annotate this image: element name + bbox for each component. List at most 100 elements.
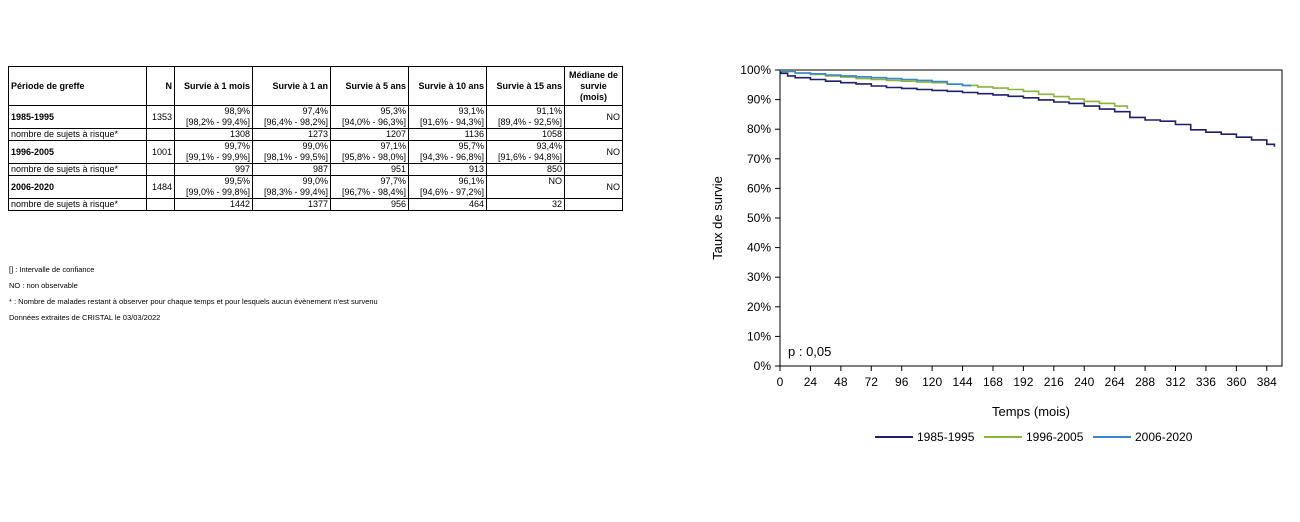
survival-value: 98,9% (224, 106, 250, 116)
p-value-annotation: p : 0,05 (788, 344, 831, 359)
at-risk-row: nombre de sujets à risque* 997 987 951 913 85… (8, 163, 623, 176)
survival-cell: 99,7% [99,1% - 99,9%] (174, 140, 253, 164)
x-tick-label: 240 (1074, 375, 1094, 389)
survival-value: 99,0% (302, 176, 328, 186)
x-tick-label: 168 (983, 375, 1003, 389)
survival-value: 93,4% (536, 141, 562, 151)
empty-cell (564, 128, 623, 141)
x-tick-label: 144 (953, 375, 973, 389)
x-tick-label: 264 (1105, 375, 1125, 389)
x-tick-label: 216 (1044, 375, 1064, 389)
table-row: 2006-2020 1484 99,5% [99,0% - 99,8%] 99,0% [9… (8, 175, 623, 199)
y-tick-label: 20% (747, 300, 771, 314)
survival-chart: 0% 10% 20% 30% 40% 50% 60% 70% 80% 90% 100% 0 24 48 7… (710, 63, 1283, 444)
table-notes: [] : Intervalle de confiance NO : non ob… (9, 264, 378, 328)
survival-cell: 97,7% [96,7% - 98,4%] (330, 175, 409, 199)
confidence-interval: [94,3% - 96,8%] (419, 152, 484, 162)
header-15-years: Survie à 15 ans (486, 66, 565, 106)
confidence-interval: [98,2% - 99,4%] (185, 117, 250, 127)
legend-label: 1996-2005 (1026, 430, 1084, 444)
series-line-2006-2020 (780, 69, 971, 87)
median-cell: NO (564, 175, 623, 199)
at-risk-row: nombre de sujets à risque* 1442 1377 956 464… (8, 198, 623, 211)
x-tick-label: 72 (865, 375, 879, 389)
confidence-interval (489, 187, 562, 198)
table-row: 1996-2005 1001 99,7% [99,1% - 99,9%] 99,0% [9… (8, 140, 623, 164)
survival-value: 97,7% (380, 176, 406, 186)
y-tick-label: 60% (747, 181, 771, 195)
empty-cell (146, 163, 175, 176)
empty-cell (564, 163, 623, 176)
at-risk-cell: 913 (408, 163, 487, 176)
survival-cell: 99,0% [98,3% - 99,4%] (252, 175, 331, 199)
at-risk-cell: 987 (252, 163, 331, 176)
y-tick-label: 80% (747, 122, 771, 136)
y-tick-label: 100% (740, 63, 771, 77)
empty-cell (146, 198, 175, 211)
survival-value: 93,1% (458, 106, 484, 116)
x-tick-label: 120 (922, 375, 942, 389)
note-ci: [] : Intervalle de confiance (9, 265, 95, 274)
empty-cell (146, 128, 175, 141)
plot-area-frame (779, 69, 1283, 367)
table-header-row: Période de greffe N Survie à 1 mois Surv… (8, 66, 623, 106)
at-risk-label: nombre de sujets à risque* (8, 163, 147, 176)
legend-label: 2006-2020 (1135, 430, 1193, 444)
survival-cell: 97,1% [95,8% - 98,0%] (330, 140, 409, 164)
confidence-interval: [95,8% - 98,0%] (341, 152, 406, 162)
median-cell: NO (564, 140, 623, 164)
legend-label: 1985-1995 (917, 430, 975, 444)
x-axis-label: Temps (mois) (992, 404, 1070, 419)
x-tick-label: 288 (1135, 375, 1155, 389)
x-tick-label: 0 (777, 375, 784, 389)
survival-cell: 91,1% [89,4% - 92,5%] (486, 105, 565, 129)
confidence-interval: [96,7% - 98,4%] (341, 187, 406, 197)
confidence-interval: [91,6% - 94,3%] (419, 117, 484, 127)
y-tick-label: 30% (747, 270, 771, 284)
at-risk-cell: 464 (408, 198, 487, 211)
survival-value: NO (548, 176, 563, 186)
at-risk-cell: 1207 (330, 128, 409, 141)
period-cell: 1985-1995 (8, 105, 147, 129)
confidence-interval: [99,0% - 99,8%] (185, 187, 250, 197)
survival-value: 99,7% (224, 141, 250, 151)
confidence-interval: [98,1% - 99,5%] (263, 152, 328, 162)
x-tick-label: 336 (1196, 375, 1216, 389)
n-cell: 1353 (146, 105, 175, 129)
at-risk-label: nombre de sujets à risque* (8, 198, 147, 211)
period-cell: 1996-2005 (8, 140, 147, 164)
y-tick-label: 40% (747, 241, 771, 255)
at-risk-row: nombre de sujets à risque* 1308 1273 1207 11… (8, 128, 623, 141)
y-axis-label: Taux de survie (710, 176, 725, 260)
survival-cell: 93,4% [91,6% - 94,8%] (486, 140, 565, 164)
median-cell: NO (564, 105, 623, 129)
at-risk-cell: 1136 (408, 128, 487, 141)
survival-cell: NO (486, 175, 565, 199)
survival-value: 99,0% (302, 141, 328, 151)
note-no: NO : non observable (9, 281, 78, 290)
y-tick-label: 70% (747, 152, 771, 166)
at-risk-cell: 850 (486, 163, 565, 176)
header-5-years: Survie à 5 ans (330, 66, 409, 106)
x-tick-label: 192 (1013, 375, 1033, 389)
survival-value: 95,3% (380, 106, 406, 116)
at-risk-cell: 951 (330, 163, 409, 176)
x-tick-label: 48 (834, 375, 848, 389)
empty-cell (564, 198, 623, 211)
y-tick-label: 10% (747, 329, 771, 343)
legend: 1985-1995 1996-2005 2006-2020 (875, 430, 1193, 444)
note-at-risk: * : Nombre de malades restant à observer… (9, 297, 378, 306)
at-risk-cell: 32 (486, 198, 565, 211)
at-risk-label: nombre de sujets à risque* (8, 128, 147, 141)
at-risk-cell: 1377 (252, 198, 331, 211)
survival-cell: 95,3% [94,0% - 96,3%] (330, 105, 409, 129)
survival-value: 91,1% (536, 106, 562, 116)
survival-cell: 99,5% [99,0% - 99,8%] (174, 175, 253, 199)
at-risk-cell: 1058 (486, 128, 565, 141)
x-tick-label: 312 (1165, 375, 1185, 389)
survival-cell: 95,7% [94,3% - 96,8%] (408, 140, 487, 164)
confidence-interval: [98,3% - 99,4%] (263, 187, 328, 197)
at-risk-cell: 956 (330, 198, 409, 211)
survival-value: 97,4% (302, 106, 328, 116)
y-tick-label: 90% (747, 93, 771, 107)
